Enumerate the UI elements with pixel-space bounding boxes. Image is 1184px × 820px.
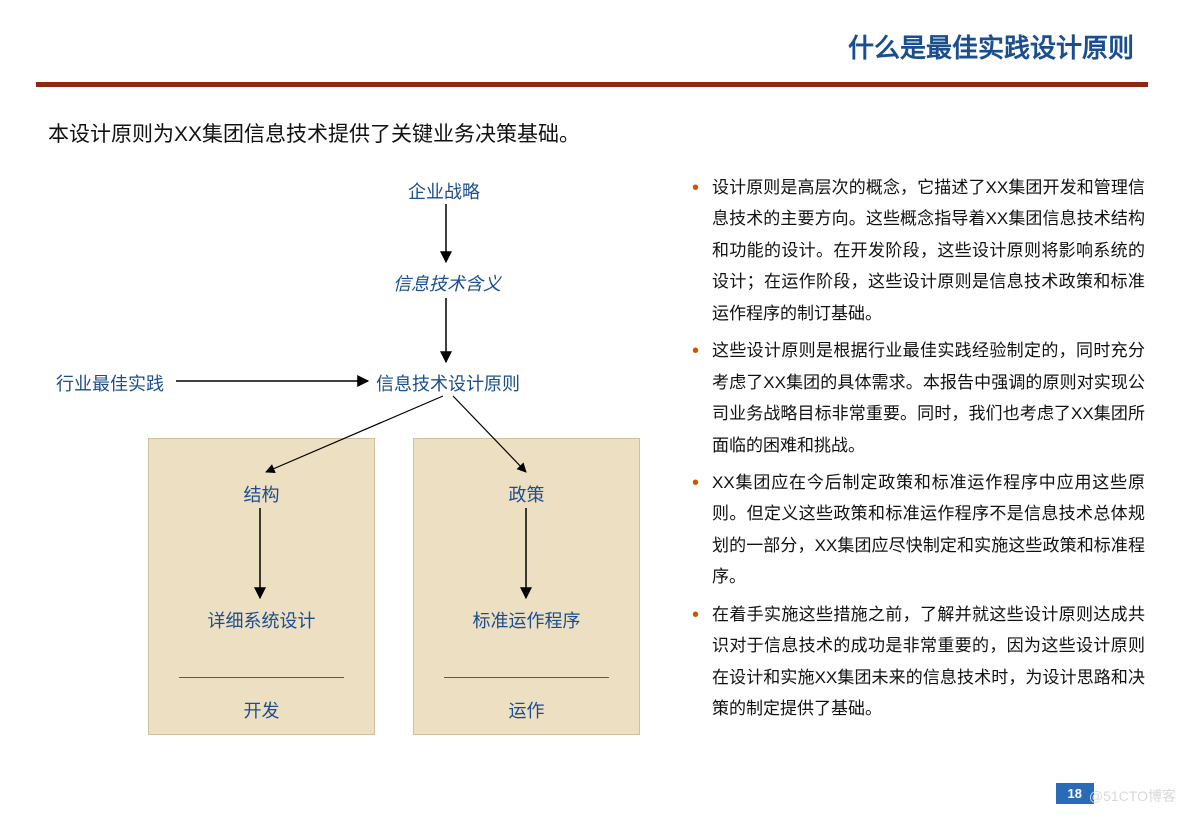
bullet-item: 这些设计原则是根据行业最佳实践经验制定的，同时充分考虑了XX集团的具体需求。本报… xyxy=(712,335,1145,461)
divider-bar xyxy=(36,82,1148,87)
bullet-item: 在着手实施这些措施之前，了解并就这些设计原则达成共识对于信息技术的成功是非常重要… xyxy=(712,599,1145,725)
node-structure: 结构 xyxy=(149,481,374,507)
node-it-design-principles: 信息技术设计原则 xyxy=(376,370,520,396)
watermark: @51CTO博客 xyxy=(1089,786,1176,806)
slide-title: 什么是最佳实践设计原则 xyxy=(848,28,1134,65)
box-development: 结构 详细系统设计 开发 xyxy=(148,438,375,735)
box-operation: 政策 标准运作程序 运作 xyxy=(413,438,640,735)
node-industry-best-practice: 行业最佳实践 xyxy=(56,370,164,396)
slide: 什么是最佳实践设计原则 本设计原则为XX集团信息技术提供了关键业务决策基础。 企… xyxy=(0,0,1184,820)
box-divider xyxy=(444,677,609,678)
node-development-footer: 开发 xyxy=(149,697,374,723)
node-detailed-system-design: 详细系统设计 xyxy=(149,607,374,633)
node-operation-footer: 运作 xyxy=(414,697,639,723)
flowchart: 企业战略 信息技术含义 行业最佳实践 信息技术设计原则 结构 详细系统设计 开发… xyxy=(48,170,668,750)
node-it-meaning: 信息技术含义 xyxy=(393,270,501,296)
bullet-item: XX集团应在今后制定政策和标准运作程序中应用这些原则。但定义这些政策和标准运作程… xyxy=(712,467,1145,593)
slide-subtitle: 本设计原则为XX集团信息技术提供了关键业务决策基础。 xyxy=(48,118,580,148)
node-policy: 政策 xyxy=(414,481,639,507)
bullet-list: 设计原则是高层次的概念，它描述了XX集团开发和管理信息技术的主要方向。这些概念指… xyxy=(690,172,1145,730)
bullet-item: 设计原则是高层次的概念，它描述了XX集团开发和管理信息技术的主要方向。这些概念指… xyxy=(712,172,1145,329)
node-enterprise-strategy: 企业战略 xyxy=(408,178,480,204)
node-sop: 标准运作程序 xyxy=(414,607,639,633)
box-divider xyxy=(179,677,344,678)
